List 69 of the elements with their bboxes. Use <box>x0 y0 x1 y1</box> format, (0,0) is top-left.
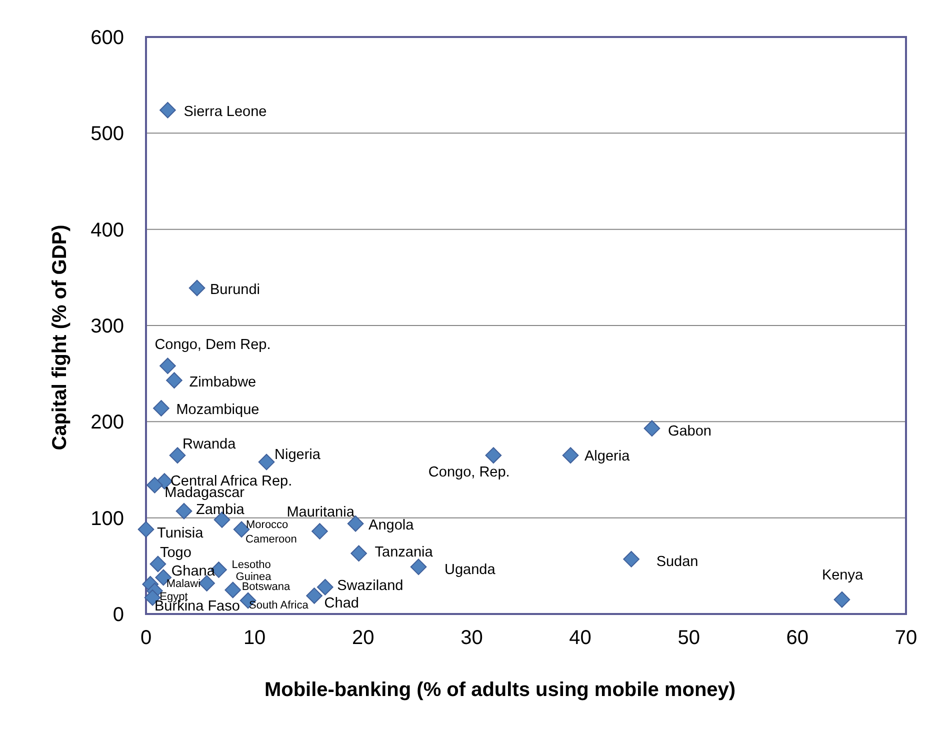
annotation: Gabon <box>668 423 712 440</box>
point <box>350 545 367 562</box>
x-tick-label: 50 <box>678 627 700 649</box>
annotation: Zambia <box>196 502 246 518</box>
point <box>834 591 850 608</box>
point <box>623 551 640 568</box>
annotation: Congo, Rep. <box>428 464 510 480</box>
y-tick-label: 400 <box>90 219 124 242</box>
point <box>138 521 154 538</box>
annotation: Malawi <box>166 578 201 590</box>
x-tick-label: 30 <box>460 627 483 649</box>
point <box>153 400 170 416</box>
point <box>485 447 502 464</box>
annotation: Sudan <box>656 554 698 570</box>
y-tick-label: 500 <box>90 123 124 146</box>
annotation: Ghana <box>171 563 216 580</box>
annotation: South Africa <box>249 600 310 612</box>
annotation: Guinea <box>236 571 272 584</box>
point <box>312 523 328 540</box>
annotation: Botswana <box>242 580 292 593</box>
x-tick-label: 60 <box>786 627 809 649</box>
point <box>166 372 182 388</box>
x-tick-label: 20 <box>352 627 374 649</box>
annotation: Cameroon <box>246 533 297 546</box>
annotation: Chad <box>324 596 359 612</box>
annotation: Congo, Dem Rep. <box>154 336 271 353</box>
annotation: Rwanda <box>182 436 237 452</box>
annotation: Angola <box>368 518 415 534</box>
y-tick-label: 600 <box>90 27 124 49</box>
x-axis-title: Mobile-banking (% of adults using mobile money) <box>264 679 736 701</box>
annotation: Kenya <box>822 568 864 584</box>
annotation: Tunisia <box>157 525 204 542</box>
y-tick-label: 100 <box>90 508 124 530</box>
point <box>160 102 176 118</box>
annotation: Uganda <box>444 562 496 578</box>
point <box>176 502 192 520</box>
annotation: Zimbabwe <box>189 374 256 390</box>
annotation: Algeria <box>584 448 631 464</box>
point <box>146 476 163 494</box>
point <box>562 447 579 464</box>
y-tick-label: 200 <box>90 412 124 434</box>
point <box>316 578 334 596</box>
annotation: Tanzania <box>374 544 434 560</box>
point <box>224 582 242 598</box>
point <box>160 358 176 374</box>
point <box>347 515 364 532</box>
point <box>169 447 186 464</box>
y-tick-label: 0 <box>112 604 124 626</box>
y-tick-label: 300 <box>90 316 124 338</box>
x-tick-label: 70 <box>894 627 918 649</box>
annotation: Swaziland <box>337 578 404 594</box>
point <box>644 420 660 437</box>
x-tick-label: 10 <box>243 627 266 649</box>
annotation: Burkina Faso <box>154 598 240 615</box>
y-axis-title: Capital fight (% of GDP) <box>49 224 71 450</box>
annotation: Burundi <box>210 282 260 298</box>
annotation: Morocco <box>246 518 288 531</box>
annotation: Togo <box>160 544 192 561</box>
annotation: Mozambique <box>176 402 260 418</box>
annotation: Nigeria <box>274 447 322 464</box>
annotation: Sierra Leone <box>184 104 267 120</box>
annotation: Madagascar <box>164 485 245 502</box>
point <box>258 454 275 470</box>
x-tick-label: 0 <box>140 627 152 649</box>
annotation: Lesotho <box>232 558 271 571</box>
x-tick-label: 40 <box>569 627 592 649</box>
annotation: Mauritania <box>286 504 356 520</box>
point <box>188 280 206 296</box>
point <box>410 558 427 576</box>
